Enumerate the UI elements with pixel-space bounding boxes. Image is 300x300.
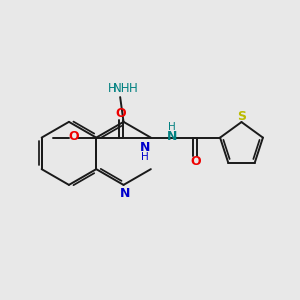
Text: N: N [140,141,150,154]
Text: O: O [68,130,79,143]
Text: H: H [108,82,117,94]
Text: S: S [237,110,246,123]
Text: H: H [141,152,148,162]
Text: H: H [129,82,138,94]
Text: NH: NH [112,82,130,94]
Text: H: H [168,122,176,133]
Text: O: O [116,107,126,121]
Text: N: N [119,187,130,200]
Text: O: O [190,155,201,168]
Text: N: N [167,130,177,143]
